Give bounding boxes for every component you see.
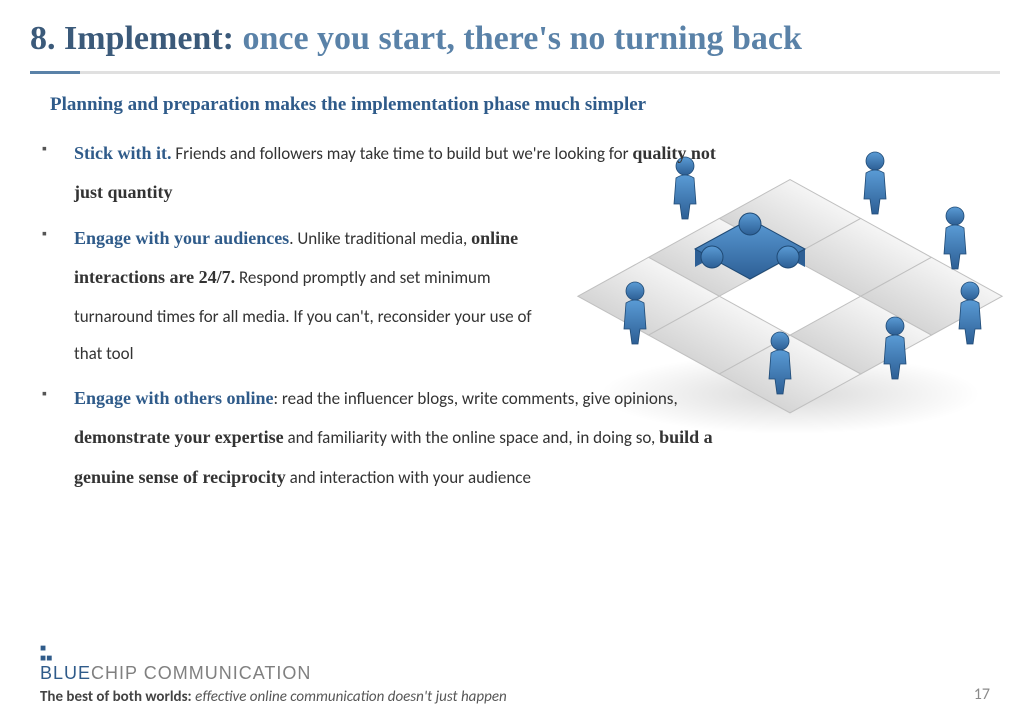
page-number: 17: [974, 685, 990, 704]
tagline: The best of both worlds: effective onlin…: [40, 688, 990, 706]
bullet-emph: demonstrate your expertise: [74, 427, 284, 447]
brand-blue: BLUE: [40, 663, 91, 683]
title-underline: [30, 71, 1000, 74]
bullet-text: and familiarity with the online space an…: [284, 427, 660, 448]
brand-dots: ■■ ■: [40, 643, 990, 663]
title-rest: once you start, there's no turning back: [234, 20, 802, 57]
brand-chip: CHIP: [91, 663, 138, 683]
bullet-lead: Engage with your audiences: [74, 228, 289, 248]
bullet-item: Engage with others online: read the infl…: [40, 379, 740, 498]
tagline-italic: effective online communication doesn't j…: [195, 688, 507, 706]
title-number: 8. Implement:: [30, 20, 234, 57]
bullet-text: . Unlike traditional media,: [289, 228, 471, 249]
bullet-text: Friends and followers may take time to b…: [172, 143, 633, 164]
bullet-text: and interaction with your audience: [286, 467, 531, 488]
bullet-item: Engage with your audiences. Unlike tradi…: [40, 219, 540, 373]
footer: ■■ ■ BLUECHIP COMMUNICATION The best of …: [40, 643, 990, 706]
bullet-lead: Engage with others online: [74, 388, 274, 408]
brand-name: BLUECHIP COMMUNICATION: [40, 663, 990, 684]
bullet-text: : read the influencer blogs, write comme…: [274, 388, 678, 409]
bullet-item: Stick with it. Friends and followers may…: [40, 134, 740, 213]
tagline-bold: The best of both worlds:: [40, 688, 195, 706]
content-area: Stick with it. Friends and followers may…: [0, 134, 1030, 498]
brand-comm: COMMUNICATION: [138, 663, 312, 683]
bullet-lead: Stick with it.: [74, 143, 172, 163]
brand-logo: ■■ ■ BLUECHIP COMMUNICATION: [40, 643, 990, 684]
slide-title: 8. Implement: once you start, there's no…: [0, 0, 1030, 71]
